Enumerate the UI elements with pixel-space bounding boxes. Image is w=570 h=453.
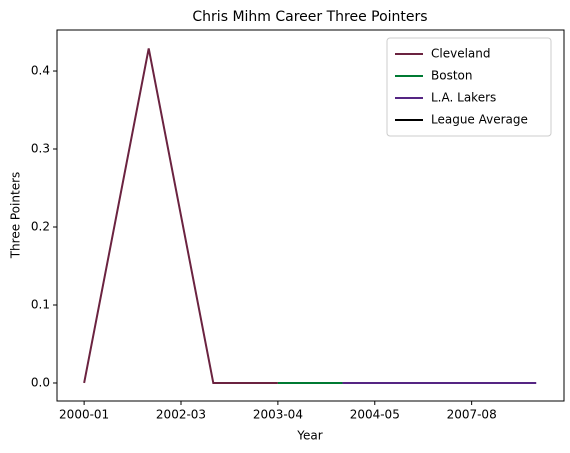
plot-frame: [56, 29, 565, 402]
x-tick-label: 2003-04: [253, 408, 303, 422]
y-axis-label: Three Pointers: [9, 172, 23, 260]
x-tick-label: 2000-01: [59, 408, 109, 422]
legend-label: Cleveland: [431, 47, 491, 61]
series-line: [83, 48, 278, 384]
legend-label: League Average: [431, 113, 528, 127]
x-tick-label: 2007-08: [447, 408, 497, 422]
y-tick-label: 0.4: [31, 64, 50, 78]
y-tick-label: 0.1: [31, 297, 50, 311]
legend-label: Boston: [431, 69, 472, 83]
chart-title: Chris Mihm Career Three Pointers: [192, 9, 427, 25]
y-tick-label: 0.3: [31, 142, 50, 156]
legend-box: [386, 37, 552, 137]
y-tick-label: 0.2: [31, 220, 50, 234]
x-axis-label: Year: [296, 429, 322, 443]
x-tick-label: 2004-05: [350, 408, 400, 422]
x-tick-label: 2002-03: [156, 408, 206, 422]
legend-label: L.A. Lakers: [431, 91, 496, 105]
y-tick-label: 0.0: [31, 375, 50, 389]
